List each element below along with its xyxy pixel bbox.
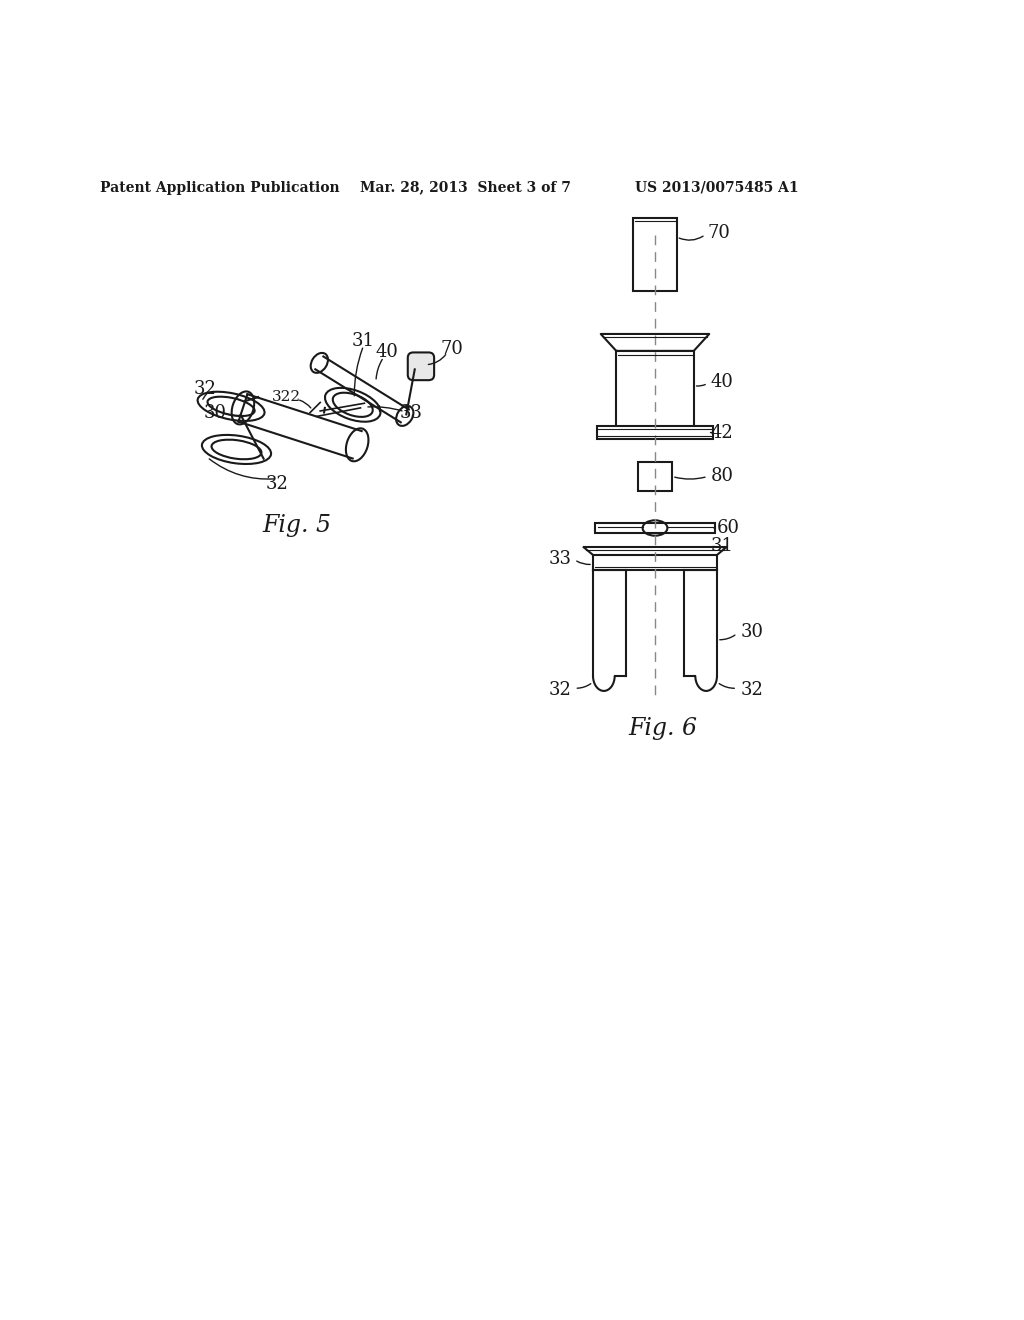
Text: 31: 31	[711, 537, 734, 554]
Text: Fig. 5: Fig. 5	[262, 515, 332, 537]
Text: 40: 40	[376, 343, 398, 362]
Text: 32: 32	[740, 681, 763, 698]
Text: 80: 80	[711, 467, 734, 486]
Text: 32: 32	[549, 681, 571, 698]
Text: Mar. 28, 2013  Sheet 3 of 7: Mar. 28, 2013 Sheet 3 of 7	[359, 181, 570, 194]
Text: 33: 33	[399, 404, 422, 421]
Text: 60: 60	[717, 519, 740, 537]
FancyBboxPatch shape	[408, 352, 434, 380]
Text: 40: 40	[711, 372, 733, 391]
Text: 322: 322	[272, 391, 301, 404]
Text: Fig. 6: Fig. 6	[629, 717, 697, 739]
Bar	[595, 523, 716, 533]
Text: 42: 42	[711, 424, 733, 441]
Text: US 2013/0075485 A1: US 2013/0075485 A1	[635, 181, 799, 194]
Text: 33: 33	[548, 550, 571, 568]
Bar	[638, 462, 672, 491]
Text: 32: 32	[265, 475, 288, 494]
Bar	[633, 218, 677, 290]
Text: 30: 30	[740, 623, 763, 642]
Bar	[597, 425, 713, 440]
Text: Patent Application Publication: Patent Application Publication	[99, 181, 339, 194]
Bar	[593, 554, 717, 570]
Text: 32: 32	[195, 380, 217, 399]
Bar	[616, 351, 693, 428]
Text: 30: 30	[204, 404, 226, 421]
Text: 31: 31	[352, 331, 375, 350]
Text: 70: 70	[440, 341, 464, 358]
Text: 70: 70	[708, 224, 730, 242]
